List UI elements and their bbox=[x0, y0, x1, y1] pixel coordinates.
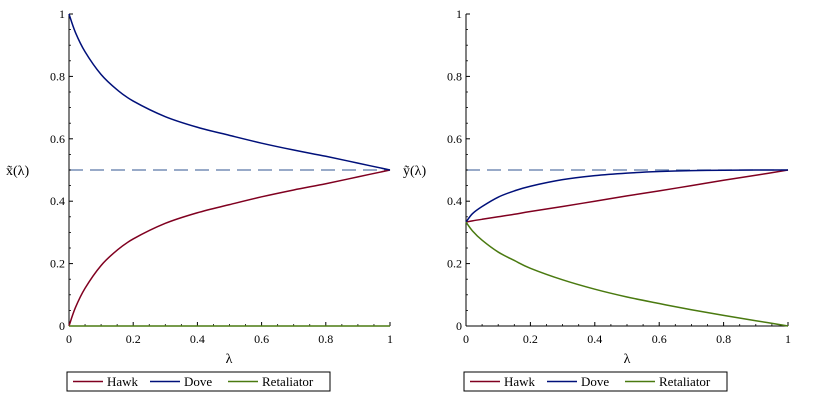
x-tick-label: 0.6 bbox=[652, 332, 667, 346]
x-tick-label: 0.2 bbox=[523, 332, 538, 346]
series-line-dove bbox=[465, 169, 789, 223]
legend-label-hawk-right: Hawk bbox=[504, 374, 536, 389]
x-tick-label: 0.4 bbox=[190, 332, 205, 346]
y-tick-label: 0.6 bbox=[50, 132, 65, 146]
legend-label-retaliator-left: Retaliator bbox=[262, 374, 314, 389]
x-axis-label-left: λ bbox=[226, 352, 233, 367]
series-left bbox=[68, 13, 391, 327]
y-tick-label: 0.4 bbox=[447, 194, 462, 208]
y-tick-label: 0.2 bbox=[50, 257, 65, 271]
x-ticks-left: 0 0.2 0.4 0.6 0.8 1 bbox=[66, 322, 393, 346]
y-tick-label: 0.4 bbox=[50, 194, 65, 208]
legend-label-dove-right: Dove bbox=[581, 374, 609, 389]
y-axis-label-left: x̃(λ) bbox=[6, 164, 29, 179]
series-right bbox=[465, 169, 789, 327]
y-tick-label: 0 bbox=[59, 319, 65, 333]
x-tick-label: 0 bbox=[463, 332, 469, 346]
x-tick-label: 1 bbox=[387, 332, 393, 346]
y-tick-label: 0 bbox=[456, 319, 462, 333]
y-tick-label: 0.2 bbox=[447, 257, 462, 271]
series-line-hawk bbox=[68, 169, 391, 327]
legend-left: Hawk Dove Retaliator bbox=[66, 371, 331, 392]
x-tick-label: 0.8 bbox=[318, 332, 333, 346]
legend-label-retaliator-right: Retaliator bbox=[659, 374, 711, 389]
y-ticks-right: 0 0.2 0.4 0.6 0.8 1 bbox=[447, 7, 470, 333]
y-axis-label-right: ỹ(λ) bbox=[403, 164, 426, 179]
chart-right: 0 0.2 0.4 0.6 0.8 1 0 0.2 0.4 0.6 0.8 1 ỹ(λ) λ Haw… bbox=[403, 7, 791, 392]
legend-box-right bbox=[463, 371, 728, 392]
y-tick-label: 0.8 bbox=[50, 69, 65, 83]
y-tick-label: 1 bbox=[59, 7, 65, 21]
y-tick-label: 0.8 bbox=[447, 69, 462, 83]
chart-left: 0 0.2 0.4 0.6 0.8 1 0 0.2 0.4 0.6 0.8 1 x̃(λ) λ Ha… bbox=[6, 7, 393, 392]
y-tick-label: 0.6 bbox=[447, 132, 462, 146]
x-tick-label: 0.2 bbox=[126, 332, 141, 346]
legend-label-hawk-left: Hawk bbox=[107, 374, 139, 389]
x-tick-label: 0.4 bbox=[587, 332, 602, 346]
legend-box-left bbox=[66, 371, 331, 392]
legend-label-dove-left: Dove bbox=[184, 374, 212, 389]
y-tick-label: 1 bbox=[456, 7, 462, 21]
series-line-dove bbox=[68, 13, 391, 171]
series-line-hawk bbox=[465, 169, 789, 223]
x-ticks-right: 0 0.2 0.4 0.6 0.8 1 bbox=[463, 322, 791, 346]
y-ticks-left: 0 0.2 0.4 0.6 0.8 1 bbox=[50, 7, 73, 333]
x-tick-label: 0.6 bbox=[254, 332, 269, 346]
x-tick-label: 0.8 bbox=[716, 332, 731, 346]
x-axis-label-right: λ bbox=[624, 352, 631, 367]
legend-right: Hawk Dove Retaliator bbox=[463, 371, 728, 392]
x-tick-label: 0 bbox=[66, 332, 72, 346]
series-line-retaliator bbox=[465, 221, 789, 327]
x-tick-label: 1 bbox=[785, 332, 791, 346]
